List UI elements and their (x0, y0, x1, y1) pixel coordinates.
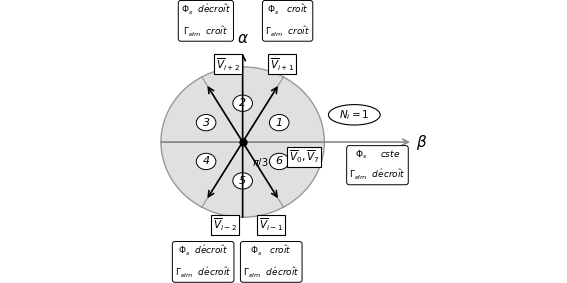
Text: $\Phi_s$  $d\acute{e}cro\hat{\imath}t$
$\Gamma_{elm}$  $cro\hat{\imath}t$: $\Phi_s$ $d\acute{e}cro\hat{\imath}t$ $\… (181, 3, 231, 39)
Text: $N_i = 1$: $N_i = 1$ (339, 108, 370, 122)
Text: 6: 6 (276, 156, 283, 166)
Text: 2: 2 (239, 98, 246, 108)
Text: $\overline{V}_{i+1}$: $\overline{V}_{i+1}$ (270, 56, 294, 73)
Ellipse shape (269, 114, 289, 131)
Text: 4: 4 (202, 156, 210, 166)
Text: $\overline{V}_{0},\overline{V}_{7}$: $\overline{V}_{0},\overline{V}_{7}$ (289, 149, 319, 165)
Text: $\beta$: $\beta$ (416, 132, 427, 151)
Text: $\Phi_s$     $cste$
$\Gamma_{elm}$  $d\acute{e}cro\hat{\imath}t$: $\Phi_s$ $cste$ $\Gamma_{elm}$ $d\acute{… (349, 148, 406, 182)
Text: $\Phi_s$  $d\acute{e}cro\hat{\imath}t$
$\Gamma_{elm}$  $d\acute{e}cro\hat{\imath: $\Phi_s$ $d\acute{e}cro\hat{\imath}t$ $\… (175, 244, 231, 280)
Text: 5: 5 (239, 176, 246, 186)
Text: 1: 1 (276, 118, 283, 128)
Ellipse shape (161, 67, 324, 217)
Text: $\overline{V}_{i-1}$: $\overline{V}_{i-1}$ (259, 217, 284, 233)
Text: $\Phi_s$   $cro\hat{\imath}t$
$\Gamma_{elm}$  $d\acute{e}cro\hat{\imath}t$: $\Phi_s$ $cro\hat{\imath}t$ $\Gamma_{elm… (243, 244, 299, 280)
Text: $\overline{V}_{i+2}$: $\overline{V}_{i+2}$ (215, 56, 240, 73)
Ellipse shape (233, 95, 252, 112)
Text: $\Phi_s$   $cro\hat{\imath}t$
$\Gamma_{elm}$  $cro\hat{\imath}t$: $\Phi_s$ $cro\hat{\imath}t$ $\Gamma_{elm… (265, 3, 310, 39)
Text: $\alpha$: $\alpha$ (237, 31, 248, 46)
Text: $\overline{V}_{i-2}$: $\overline{V}_{i-2}$ (213, 217, 237, 233)
Ellipse shape (269, 153, 289, 170)
Text: 3: 3 (202, 118, 210, 128)
Ellipse shape (196, 153, 216, 170)
Ellipse shape (196, 114, 216, 131)
Ellipse shape (328, 105, 380, 125)
Text: $\pi/3$: $\pi/3$ (252, 156, 269, 169)
Ellipse shape (233, 173, 252, 189)
